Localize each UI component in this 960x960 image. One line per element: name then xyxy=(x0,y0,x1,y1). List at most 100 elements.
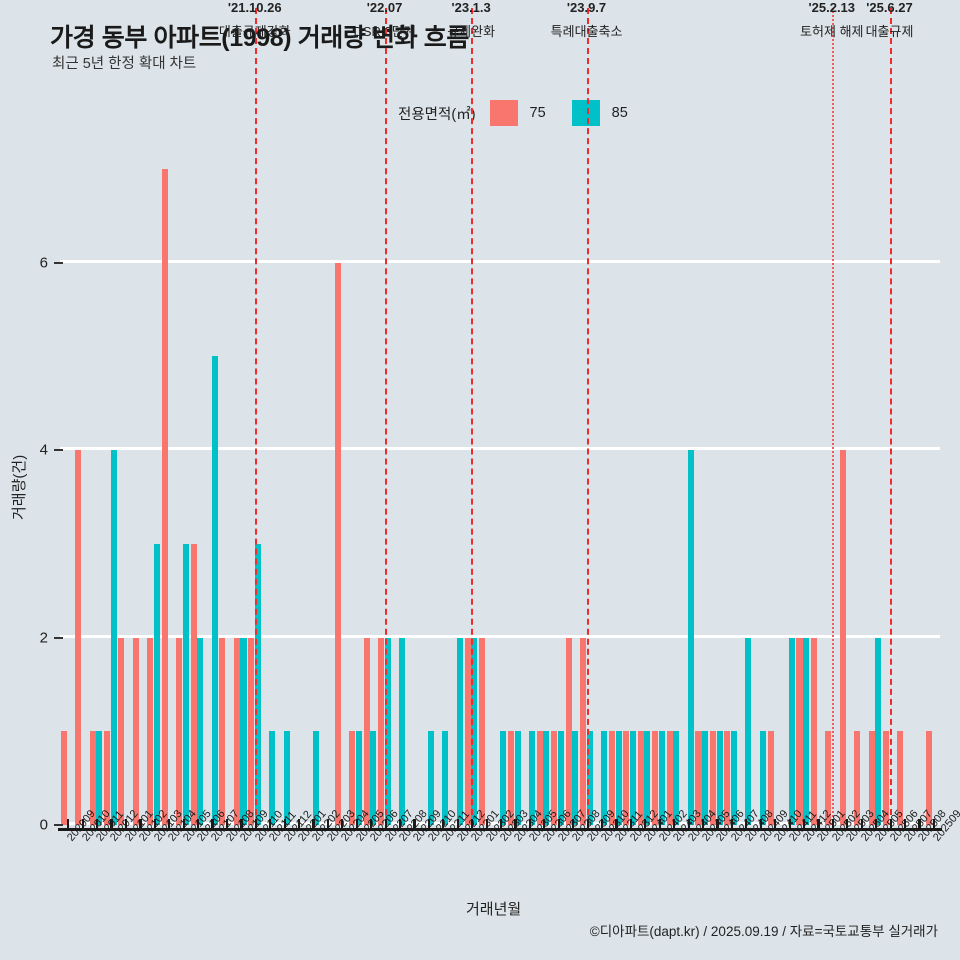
bar-202412-75[interactable] xyxy=(796,637,803,825)
bar-202202-85[interactable] xyxy=(312,731,319,825)
legend-swatch-85[interactable] xyxy=(571,100,600,126)
bar-202307-75[interactable] xyxy=(551,731,558,825)
bar-202011-75[interactable] xyxy=(89,731,96,825)
bar-202010-75[interactable] xyxy=(75,450,82,825)
bar-202405-85[interactable] xyxy=(702,731,709,825)
bar-202401-75[interactable] xyxy=(637,731,644,825)
bar-202505-85[interactable] xyxy=(875,637,882,825)
bar-202205-75[interactable] xyxy=(349,731,356,825)
bar-202306-85[interactable] xyxy=(543,731,550,825)
x-tick-mark xyxy=(500,819,503,828)
event-line-202502 xyxy=(831,8,834,825)
bar-202404-85[interactable] xyxy=(687,450,694,825)
bar-202305-85[interactable] xyxy=(528,731,536,825)
bar-202204-75[interactable] xyxy=(334,262,341,825)
bar-202009-75[interactable] xyxy=(60,731,67,825)
bar-202311-85[interactable] xyxy=(615,731,622,825)
bar-202308-85[interactable] xyxy=(572,731,579,825)
bar-202206-85[interactable] xyxy=(370,731,377,825)
bar-202103-85[interactable] xyxy=(153,543,160,825)
bar-202402-75[interactable] xyxy=(652,731,659,825)
bar-202403-85[interactable] xyxy=(673,731,680,825)
bar-202310-85[interactable] xyxy=(601,731,608,825)
event-label-202506: '25.6.27 대출규제 xyxy=(866,0,914,40)
bar-202407-75[interactable] xyxy=(724,731,731,825)
bar-202104-75[interactable] xyxy=(161,168,168,825)
bar-202303-85[interactable] xyxy=(500,731,507,825)
bar-202212-85[interactable] xyxy=(456,637,463,825)
bar-202309-75[interactable] xyxy=(580,637,587,825)
bar-202505-75[interactable] xyxy=(868,731,875,825)
bar-202312-85[interactable] xyxy=(629,731,637,825)
bar-202211-85[interactable] xyxy=(442,731,449,825)
bar-202206-75[interactable] xyxy=(363,637,370,825)
bar-202403-75[interactable] xyxy=(666,731,673,825)
bar-202309-85[interactable] xyxy=(586,731,593,825)
bar-202101-75[interactable] xyxy=(118,637,125,825)
bar-202108-75[interactable] xyxy=(219,637,226,825)
y-tick-mark xyxy=(54,636,63,639)
bar-202106-85[interactable] xyxy=(197,637,204,825)
bar-202405-75[interactable] xyxy=(695,731,702,825)
event-text: DSR 3단계 xyxy=(353,24,416,39)
bar-202011-85[interactable] xyxy=(96,731,103,825)
bar-202012-85[interactable] xyxy=(110,450,117,825)
x-tick-mark xyxy=(413,819,416,828)
bar-202410-75[interactable] xyxy=(767,731,774,825)
bar-202103-75[interactable] xyxy=(147,637,154,825)
bar-202503-75[interactable] xyxy=(839,450,846,825)
bar-202504-75[interactable] xyxy=(854,731,861,825)
bar-202502-75[interactable] xyxy=(825,731,832,825)
bar-202301-85[interactable] xyxy=(471,637,478,825)
bar-202205-85[interactable] xyxy=(355,731,362,825)
bar-202507-75[interactable] xyxy=(897,731,904,825)
bar-202406-85[interactable] xyxy=(716,731,723,825)
bar-202409-85[interactable] xyxy=(759,731,766,825)
bar-202105-75[interactable] xyxy=(176,637,183,825)
bar-202208-85[interactable] xyxy=(399,637,406,825)
x-axis-line xyxy=(58,828,942,831)
event-date: '25.2.13 xyxy=(808,0,856,15)
bar-202109-85[interactable] xyxy=(240,637,247,825)
bar-202506-75[interactable] xyxy=(883,731,890,825)
bar-202406-75[interactable] xyxy=(709,731,716,825)
bar-202412-85[interactable] xyxy=(803,637,810,825)
bar-202102-75[interactable] xyxy=(132,637,139,825)
x-tick-mark xyxy=(269,819,272,828)
bar-202012-75[interactable] xyxy=(104,731,111,825)
bar-202407-85[interactable] xyxy=(730,731,737,825)
bar-202207-85[interactable] xyxy=(384,637,391,825)
bar-202210-85[interactable] xyxy=(428,731,435,825)
bar-202111-85[interactable] xyxy=(269,731,276,825)
bar-202401-85[interactable] xyxy=(644,731,651,825)
bar-202105-85[interactable] xyxy=(182,543,189,825)
bar-202207-75[interactable] xyxy=(378,637,385,825)
bar-202109-75[interactable] xyxy=(233,637,240,825)
bar-202311-75[interactable] xyxy=(608,731,615,825)
bar-202112-85[interactable] xyxy=(283,731,290,825)
bar-202107-85[interactable] xyxy=(211,356,218,825)
x-tick-mark xyxy=(427,819,431,828)
x-tick-mark xyxy=(399,819,402,828)
x-tick-mark xyxy=(600,819,604,828)
bar-202307-85[interactable] xyxy=(557,731,564,825)
bar-202501-75[interactable] xyxy=(810,637,817,825)
event-date: '22.07 xyxy=(366,0,403,15)
legend-swatch-75[interactable] xyxy=(489,100,518,126)
bar-202106-75[interactable] xyxy=(190,543,197,825)
bar-202302-75[interactable] xyxy=(479,637,486,825)
bar-202306-75[interactable] xyxy=(536,731,543,825)
bar-202408-85[interactable] xyxy=(745,637,752,825)
bar-202110-85[interactable] xyxy=(254,543,261,825)
bar-202312-75[interactable] xyxy=(623,731,630,825)
bar-202308-75[interactable] xyxy=(565,637,572,825)
bar-202304-75[interactable] xyxy=(507,731,514,825)
x-tick-mark xyxy=(96,819,99,828)
bar-202301-75[interactable] xyxy=(464,637,471,825)
bar-202509-75[interactable] xyxy=(926,731,933,825)
bar-202411-85[interactable] xyxy=(788,637,795,825)
bar-202110-75[interactable] xyxy=(248,637,255,825)
bar-202402-85[interactable] xyxy=(658,731,665,825)
bar-202304-85[interactable] xyxy=(514,731,521,825)
event-label-202309: '23.9.7 특례대출축소 xyxy=(551,0,623,40)
